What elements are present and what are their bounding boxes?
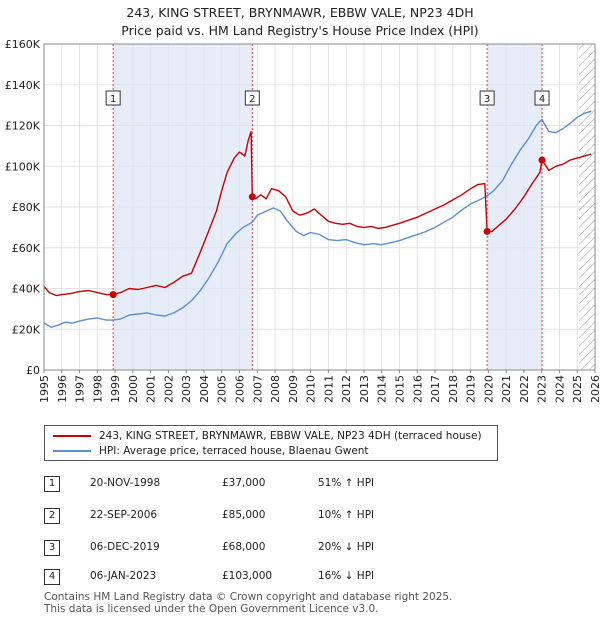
sale-date: 20-NOV-1998 (90, 477, 161, 489)
sale-hpi-diff: 10% ↑ HPI (318, 509, 375, 521)
y-tick-label: £140K (5, 79, 41, 92)
sale-hpi-diff: 51% ↑ HPI (318, 477, 375, 489)
sale-label-box (244, 90, 260, 106)
sale-label-number: 2 (249, 94, 255, 105)
legend-label-property: 243, KING STREET, BRYNMAWR, EBBW VALE, N… (99, 430, 482, 442)
sale-price: £103,000 (222, 570, 273, 582)
x-tick-label: 2020 (482, 375, 495, 403)
x-tick-label: 1995 (38, 375, 51, 403)
x-tick-label: 2014 (376, 375, 389, 403)
sale-number-badge: 3 (44, 540, 60, 556)
y-tick-label: £80K (12, 201, 41, 214)
x-tick-label: 1997 (74, 375, 87, 403)
sale-hpi-diff: 20% ↓ HPI (318, 541, 375, 553)
sale-number-badge: 1 (44, 476, 60, 492)
sale-number-badge: 4 (44, 569, 60, 585)
x-tick-label: 2015 (393, 375, 406, 403)
x-tick-label: 2004 (198, 375, 211, 403)
sale-label-number: 4 (539, 94, 545, 105)
x-tick-label: 2009 (287, 375, 300, 403)
y-tick-label: £20K (12, 323, 41, 336)
x-tick-label: 1996 (56, 375, 69, 403)
legend-item-property: 243, KING STREET, BRYNMAWR, EBBW VALE, N… (53, 428, 482, 444)
x-tick-label: 2006 (234, 375, 247, 403)
legend: 243, KING STREET, BRYNMAWR, EBBW VALE, N… (44, 425, 498, 461)
table-row: 1 20-NOV-1998 £37,000 51% ↑ HPI (0, 476, 600, 496)
x-tick-label: 2017 (429, 375, 442, 403)
sale-label-box (479, 90, 495, 106)
property-price-line (43, 130, 592, 297)
y-tick-label: £40K (12, 283, 41, 296)
footer-copyright: Contains HM Land Registry data © Crown c… (44, 591, 453, 603)
legend-swatch-property (53, 435, 91, 437)
legend-item-hpi: HPI: Average price, terraced house, Blae… (53, 443, 369, 459)
y-tick-label: £160K (5, 38, 41, 51)
x-tick-label: 2013 (358, 375, 371, 403)
x-tick-label: 2007 (251, 375, 264, 403)
x-tick-label: 2008 (269, 375, 282, 403)
x-tick-label: 2019 (465, 375, 478, 403)
x-tick-label: 2016 (411, 375, 424, 403)
chart-title: 243, KING STREET, BRYNMAWR, EBBW VALE, N… (126, 5, 474, 20)
shaded-span (487, 44, 543, 370)
sale-date: 06-DEC-2019 (90, 541, 160, 553)
hpi-line (43, 110, 592, 328)
x-tick-label: 2025 (571, 375, 584, 403)
x-tick-label: 1998 (91, 375, 104, 403)
table-row: 2 22-SEP-2006 £85,000 10% ↑ HPI (0, 508, 600, 528)
sale-price: £68,000 (222, 541, 266, 553)
x-tick-label: 2011 (322, 375, 335, 403)
x-tick-label: 2023 (536, 375, 549, 403)
y-tick-label: £60K (12, 242, 41, 255)
x-tick-label: 2002 (162, 375, 175, 403)
axes: £0 £20K £40K £60K £80K £100K £120K £140K £160K 19… (5, 38, 600, 403)
y-tick-label: £0 (26, 364, 40, 377)
sale-date: 22-SEP-2006 (90, 509, 158, 521)
x-tick-label: 2026 (589, 375, 600, 403)
table-row: 3 06-DEC-2019 £68,000 20% ↓ HPI (0, 540, 600, 560)
sale-label-box (105, 90, 121, 106)
shaded-span (113, 44, 253, 370)
sale-label-number: 3 (484, 94, 490, 105)
x-tick-label: 2003 (180, 375, 193, 403)
x-tick-label: 2012 (340, 375, 353, 403)
y-tick-label: £120K (5, 120, 41, 133)
y-tick-label: £100K (5, 160, 41, 173)
sale-label-number: 1 (110, 94, 116, 105)
x-tick-label: 2018 (447, 375, 460, 403)
series-lines (43, 110, 592, 328)
legend-label-hpi: HPI: Average price, terraced house, Blae… (99, 445, 369, 457)
sale-markers: 1 2 3 4 (105, 90, 550, 299)
x-tick-label: 2001 (145, 375, 158, 403)
x-tick-label: 1999 (109, 375, 122, 403)
plot-frame (43, 43, 596, 371)
sale-price: £85,000 (222, 509, 266, 521)
sale-point (109, 291, 117, 299)
shaded-spans (112, 44, 595, 370)
x-tick-label: 2010 (305, 375, 318, 403)
footer-license: This data is licensed under the Open Gov… (44, 603, 379, 615)
sale-date: 06-JAN-2023 (90, 570, 157, 582)
sale-number-badge: 2 (44, 508, 60, 524)
legend-swatch-hpi (53, 450, 91, 452)
chart-subtitle: Price paid vs. HM Land Registry's House … (121, 23, 479, 38)
x-tick-label: 2024 (553, 375, 566, 403)
table-row: 4 06-JAN-2023 £103,000 16% ↓ HPI (0, 569, 600, 589)
sale-point (538, 156, 546, 164)
x-tick-label: 2005 (216, 375, 229, 403)
x-tick-label: 2021 (500, 375, 513, 403)
x-tick-label: 2022 (518, 375, 531, 403)
x-tick-label: 2000 (127, 375, 140, 403)
price-chart: £0 £20K £40K £60K £80K £100K £120K £140K £160K 19… (5, 38, 600, 403)
sale-price: £37,000 (222, 477, 266, 489)
sale-point (483, 227, 491, 235)
future-hatch (579, 44, 595, 370)
sale-point (248, 193, 256, 201)
sale-hpi-diff: 16% ↓ HPI (318, 570, 375, 582)
sale-label-box (534, 90, 550, 106)
